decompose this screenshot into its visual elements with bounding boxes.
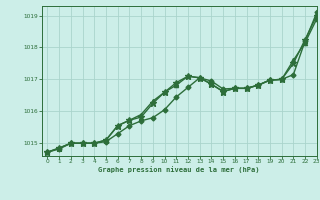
X-axis label: Graphe pression niveau de la mer (hPa): Graphe pression niveau de la mer (hPa) <box>99 167 260 173</box>
